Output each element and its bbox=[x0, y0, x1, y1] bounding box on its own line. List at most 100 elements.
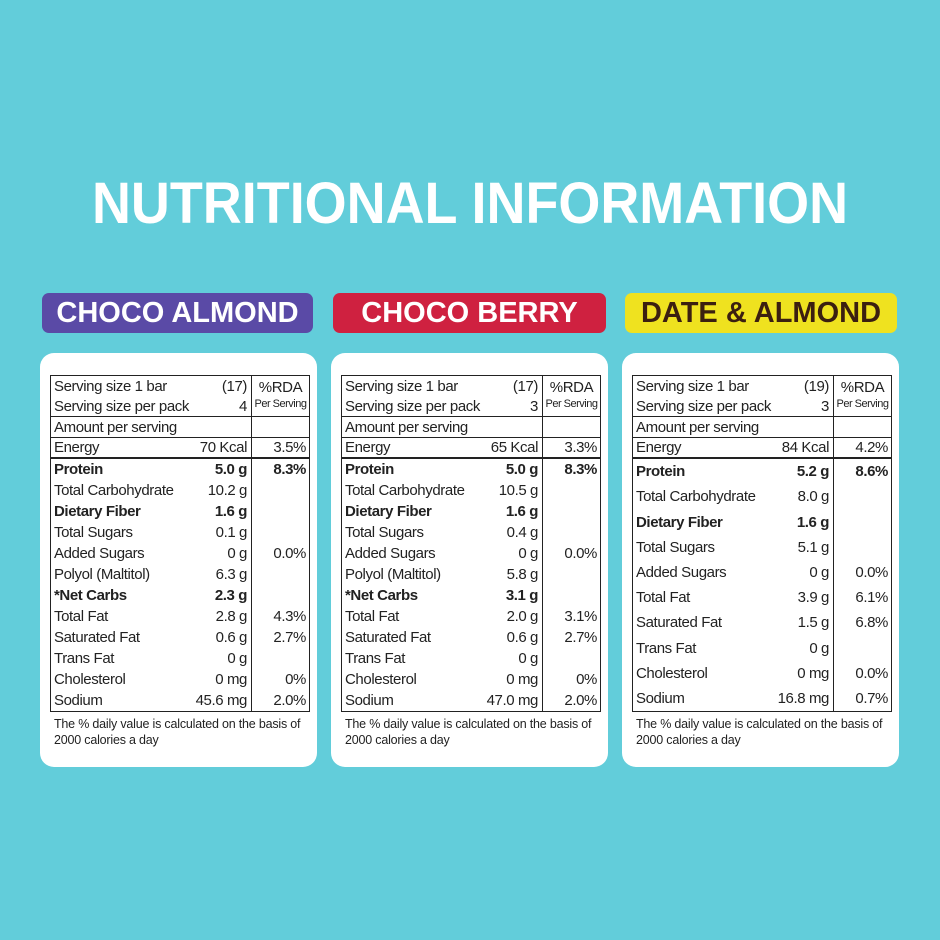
panel-label: CHOCO BERRY bbox=[333, 293, 606, 333]
nutrient-cell: Total Carbohydrate 10.2 g bbox=[51, 480, 252, 501]
nutrient-rda: 2.0% bbox=[564, 692, 597, 709]
nutrient-amount: 0 g bbox=[809, 639, 829, 657]
nutrient-name: Total Fat bbox=[54, 608, 108, 625]
energy-label: Energy bbox=[636, 439, 682, 456]
nutrient-amount: 45.6 mg bbox=[195, 692, 248, 709]
nutrient-name: Trans Fat bbox=[345, 650, 406, 667]
nutrient-rda bbox=[543, 480, 600, 501]
nutrient-cell: Saturated Fat 1.5 g bbox=[633, 610, 834, 636]
nutrient-rda bbox=[252, 648, 309, 669]
panel-label: DATE & ALMOND bbox=[625, 293, 897, 333]
panel-label: CHOCO ALMOND bbox=[42, 293, 313, 333]
serving-row: Serving size 1 bar (19) bbox=[633, 376, 833, 396]
nutrient-rows: Protein 5.0 g 8.3% Total Carbohydrate 10.2 g… bbox=[51, 459, 309, 711]
nutrient-row: Added Sugars 0 g 0.0% bbox=[51, 543, 309, 564]
serving-row: Serving size per pack 4 bbox=[51, 396, 251, 416]
nutrient-row: Polyol (Maltitol) 5.8 g bbox=[342, 564, 600, 585]
nutrient-cell: Saturated Fat 0.6 g bbox=[51, 627, 252, 648]
serving-cells: Serving size 1 bar (19) Serving size per p… bbox=[633, 376, 834, 416]
rda-header: %RDA Per Serving bbox=[543, 376, 600, 416]
nutrient-cell: Added Sugars 0 g bbox=[633, 559, 834, 586]
nutrient-name: Polyol (Maltitol) bbox=[345, 566, 441, 583]
nutrient-rda bbox=[543, 585, 600, 606]
nutrient-cell: Protein 5.0 g bbox=[342, 459, 543, 480]
serving-value: 3 bbox=[821, 397, 829, 415]
nutrient-name: Total Sugars bbox=[54, 524, 133, 541]
nutrient-row: Protein 5.0 g 8.3% bbox=[51, 459, 309, 480]
nutrient-rda: 2.7% bbox=[564, 629, 597, 646]
serving-value: 3 bbox=[530, 397, 538, 415]
nutrient-cell: Protein 5.2 g bbox=[633, 459, 834, 485]
nutrient-amount: 0 mg bbox=[215, 671, 247, 688]
nutrient-row: Total Fat 2.8 g 4.3% bbox=[51, 606, 309, 627]
footnote: The % daily value is calculated on the b… bbox=[636, 717, 883, 747]
amount-header: Amount per serving bbox=[54, 418, 177, 436]
serving-label: Serving size 1 bar bbox=[345, 377, 458, 395]
nutrient-rda bbox=[834, 635, 891, 660]
nutrient-cell: *Net Carbs 2.3 g bbox=[51, 585, 252, 606]
nutrition-table: Serving size 1 bar (19) Serving size per p… bbox=[632, 375, 892, 712]
nutrient-cell: Total Sugars 0.4 g bbox=[342, 522, 543, 543]
nutrient-amount: 10.2 g bbox=[207, 482, 248, 499]
nutrient-row: Total Carbohydrate 10.2 g bbox=[51, 480, 309, 501]
nutrient-rda: 4.3% bbox=[273, 608, 306, 625]
nutrient-name: Protein bbox=[345, 461, 394, 478]
nutrient-name: Added Sugars bbox=[636, 563, 727, 581]
nutrient-cell: Added Sugars 0 g bbox=[342, 543, 543, 564]
nutrient-amount: 1.6 g bbox=[796, 513, 830, 531]
nutrient-rda: 3.1% bbox=[564, 608, 597, 625]
energy-cell: Energy 65 Kcal bbox=[342, 438, 543, 457]
nutrient-cell: Cholesterol 0 mg bbox=[633, 660, 834, 686]
nutrient-row: Dietary Fiber 1.6 g bbox=[633, 509, 891, 535]
nutrient-rda: 0% bbox=[576, 671, 597, 688]
nutrient-name: Trans Fat bbox=[54, 650, 115, 667]
nutrient-row: Saturated Fat 0.6 g 2.7% bbox=[342, 627, 600, 648]
nutrient-row: Total Sugars 0.4 g bbox=[342, 522, 600, 543]
energy-label: Energy bbox=[345, 439, 391, 456]
nutrient-row: Sodium 45.6 mg 2.0% bbox=[51, 690, 309, 711]
nutrient-cell: Total Fat 2.0 g bbox=[342, 606, 543, 627]
nutrient-rda: 8.6% bbox=[855, 463, 888, 481]
nutrient-rda: 0.0% bbox=[564, 545, 597, 562]
nutrient-name: Sodium bbox=[636, 689, 685, 707]
serving-value: (19) bbox=[803, 377, 829, 395]
energy-amount: 84 Kcal bbox=[781, 439, 830, 456]
serving-row: Serving size 1 bar (17) bbox=[51, 376, 251, 396]
nutrient-amount: 2.3 g bbox=[214, 587, 248, 604]
rda-title: %RDA bbox=[840, 379, 885, 396]
nutrient-row: *Net Carbs 2.3 g bbox=[51, 585, 309, 606]
nutrient-amount: 0.1 g bbox=[215, 524, 248, 541]
nutrient-cell: *Net Carbs 3.1 g bbox=[342, 585, 543, 606]
nutrient-name: Cholesterol bbox=[636, 664, 708, 682]
nutrient-name: Saturated Fat bbox=[345, 629, 431, 646]
serving-label: Serving size per pack bbox=[54, 397, 190, 415]
nutrient-amount: 0.4 g bbox=[506, 524, 539, 541]
nutrient-cell: Total Carbohydrate 8.0 g bbox=[633, 484, 834, 510]
amount-header: Amount per serving bbox=[636, 418, 759, 436]
nutrient-name: Cholesterol bbox=[345, 671, 417, 688]
nutrient-cell: Cholesterol 0 mg bbox=[342, 669, 543, 690]
nutrient-row: Polyol (Maltitol) 6.3 g bbox=[51, 564, 309, 585]
nutrient-rda: 6.8% bbox=[855, 614, 888, 632]
amount-cell: Amount per serving bbox=[51, 417, 252, 437]
energy-label: Energy bbox=[54, 439, 100, 456]
nutrient-row: Protein 5.0 g 8.3% bbox=[342, 459, 600, 480]
nutrition-card: Serving size 1 bar (19) Serving size per p… bbox=[622, 353, 899, 767]
nutrient-name: Protein bbox=[636, 463, 685, 481]
energy-row: Energy 65 Kcal 3.3% bbox=[342, 437, 600, 459]
header-rows: Serving size 1 bar (19) Serving size per p… bbox=[633, 376, 891, 416]
nutrient-name: Sodium bbox=[54, 692, 103, 709]
nutrient-cell: Dietary Fiber 1.6 g bbox=[633, 509, 834, 535]
nutrient-rows: Protein 5.0 g 8.3% Total Carbohydrate 10.5 g… bbox=[342, 459, 600, 711]
nutrient-cell: Trans Fat 0 g bbox=[633, 635, 834, 661]
nutrient-row: Cholesterol 0 mg 0.0% bbox=[633, 660, 891, 686]
nutrient-amount: 2.0 g bbox=[506, 608, 539, 625]
serving-value: (17) bbox=[512, 377, 538, 395]
serving-row: Serving size per pack 3 bbox=[633, 396, 833, 416]
serving-row: Serving size per pack 3 bbox=[342, 396, 542, 416]
empty-cell bbox=[252, 417, 309, 437]
nutrient-name: Sodium bbox=[345, 692, 394, 709]
title: NUTRITIONAL INFORMATION bbox=[91, 171, 849, 236]
nutrient-name: Total Fat bbox=[636, 589, 690, 607]
serving-value: (17) bbox=[221, 377, 247, 395]
